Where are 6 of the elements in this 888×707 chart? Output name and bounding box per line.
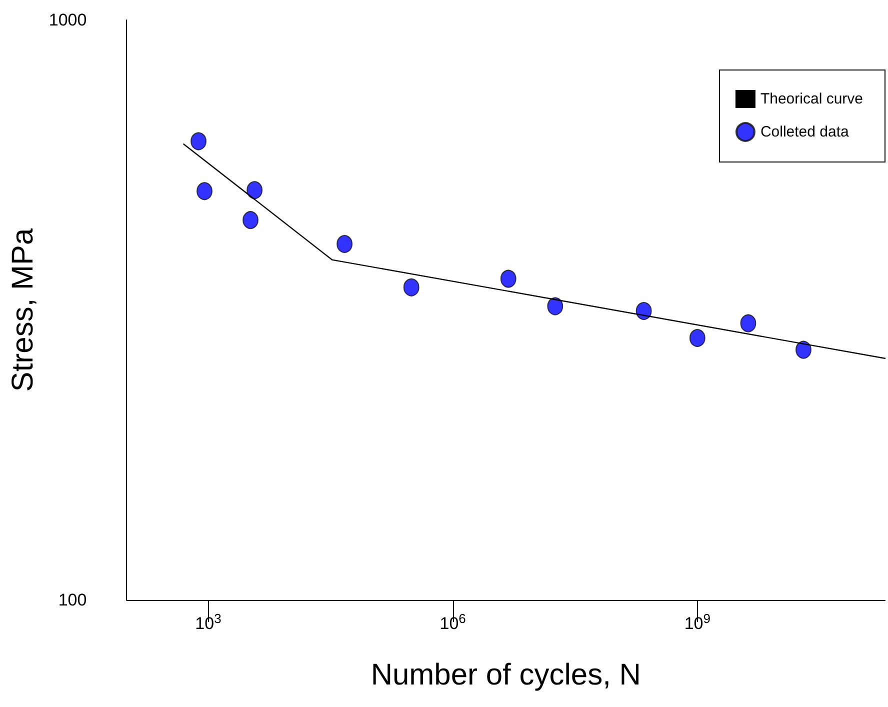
y-axis-title: Stress, MPa <box>6 228 40 392</box>
y-tick-label: 1000 <box>48 10 87 30</box>
y-tick-label: 100 <box>58 590 87 610</box>
x-axis-title: Number of cycles, N <box>370 658 641 692</box>
legend-label: Colleted data <box>760 124 850 140</box>
legend-label: Theorical curve <box>760 90 864 108</box>
